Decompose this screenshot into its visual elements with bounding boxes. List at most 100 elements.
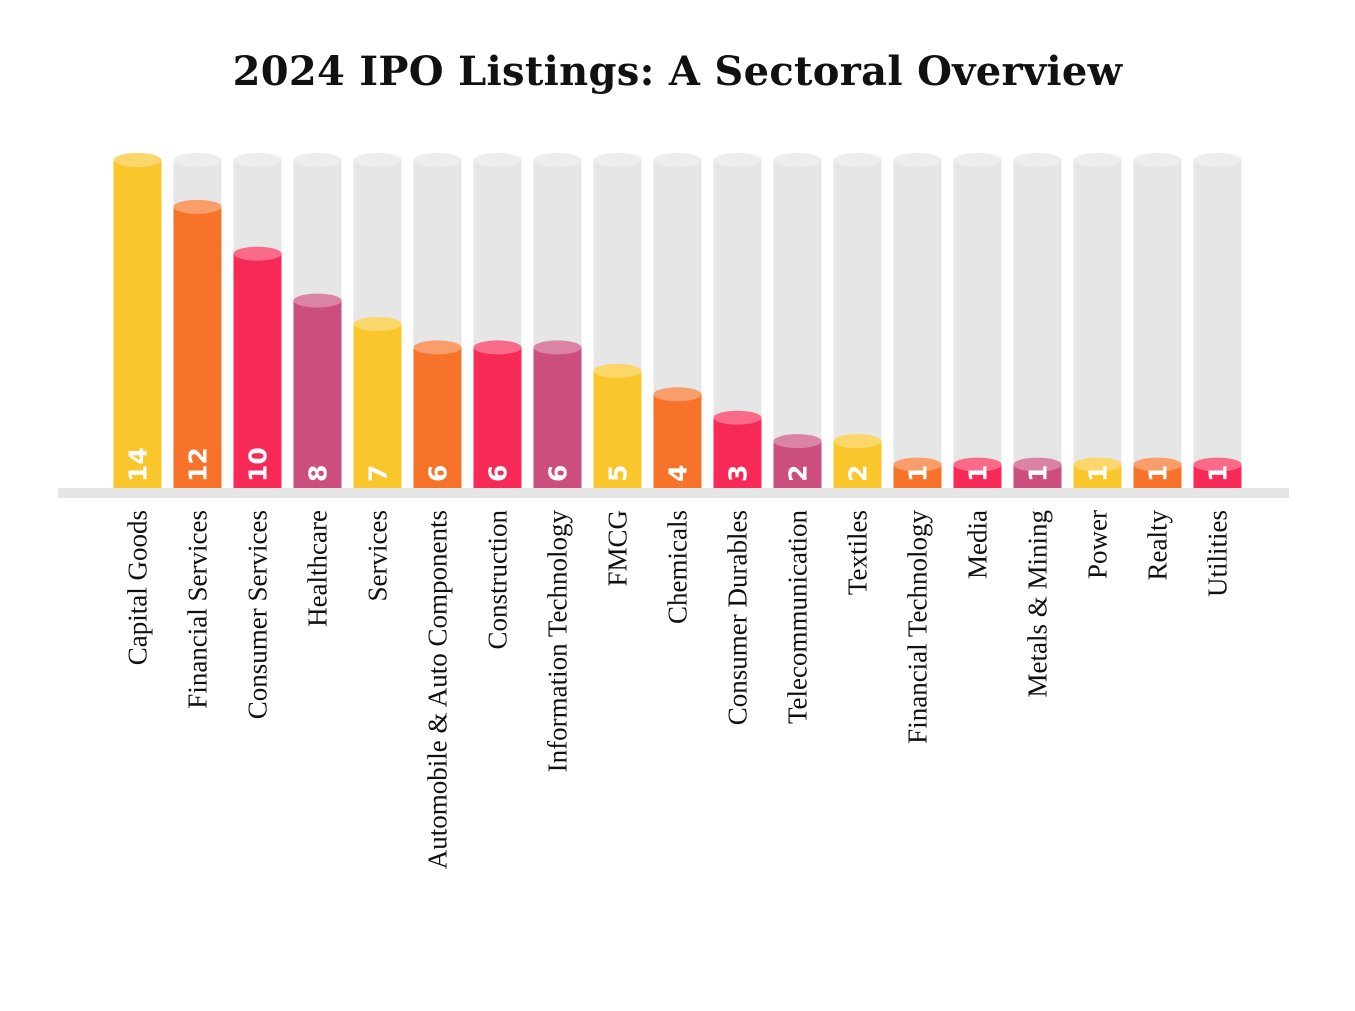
bar-track-cap [473,153,522,167]
bar-services [353,324,402,488]
bar-track [1133,160,1182,488]
bar-track [953,160,1002,488]
bar-cap [593,363,642,378]
bar-track-cap [893,153,942,167]
bar-value-label: 6 [424,465,453,482]
x-tick-label: Financial Technology [903,510,933,744]
x-tick-label: FMCG [603,510,633,587]
bar-value-label: 1 [964,465,993,482]
x-tick-label: Construction [483,510,513,650]
x-tick-label: Realty [1143,510,1173,581]
bar-track [1013,160,1062,488]
bar-track-cap [1013,153,1062,167]
bar-consumer-services [233,253,282,488]
bar-cap [353,317,402,331]
x-tick-label: Metals & Mining [1023,510,1053,698]
bar-track-cap [1193,153,1242,167]
x-tick-label: Consumer Durables [723,510,753,725]
bar-value-label: 7 [364,465,393,482]
bar-value-label: 2 [844,465,873,482]
bar-value-label: 5 [604,465,633,482]
x-tick-label: Information Technology [543,510,573,773]
bar-track-cap [653,153,702,167]
bar-textiles [833,441,882,488]
bar-track-cap [773,153,822,167]
bar-track-cap [593,153,642,167]
x-tick-label: Textiles [843,510,873,595]
bar-value-label: 10 [244,447,273,482]
bar-cap [833,434,882,449]
bar-cap [473,340,522,355]
bar-track-cap [533,153,582,167]
bar-cap [653,387,702,402]
bar-chemicals [653,394,702,488]
bar-information-technology [533,347,582,488]
bar-track [1193,160,1242,488]
bar-track-cap [233,153,282,167]
bar-cap [113,153,162,167]
x-tick-label: Financial Services [183,510,213,709]
x-tick-label: Power [1083,510,1113,579]
bar-value-label: 14 [124,447,153,482]
x-axis-baseline [58,488,1289,498]
bar-financial-services [173,206,222,488]
x-tick-label: Capital Goods [123,510,153,665]
bar-cap [413,340,462,355]
bar-construction [473,347,522,488]
bar-automobile-auto-components [413,347,462,488]
x-tick-label: Media [963,510,993,579]
bar-cap [173,199,222,214]
bar-track-cap [1133,153,1182,167]
bar-cap [893,457,942,472]
bar-cap [953,457,1002,472]
bar-value-label: 1 [1084,465,1113,482]
bar-capital-goods [113,160,162,488]
x-tick-label: Utilities [1203,510,1233,597]
bar-track-cap [1073,153,1122,167]
bar-track [893,160,942,488]
bar-value-label: 2 [784,465,813,482]
x-tick-label: Chemicals [663,510,693,624]
bar-value-label: 1 [1204,465,1233,482]
x-tick-label: Healthcare [303,510,333,627]
bar-value-label: 6 [544,465,573,482]
bar-track-cap [413,153,462,167]
bar-track [833,160,882,488]
chart-title: 2024 IPO Listings: A Sectoral Overview [232,48,1123,95]
bar-value-label: 4 [664,465,693,482]
bar-telecommunication [773,441,822,488]
bar-track [1073,160,1122,488]
bar-track-cap [353,153,402,167]
bar-track-cap [833,153,882,167]
x-tick-label: Automobile & Auto Components [423,510,453,869]
bar-cap [533,340,582,355]
bar-cap [233,246,282,261]
x-tick-label: Consumer Services [243,510,273,719]
bar-cap [1013,457,1062,472]
bar-consumer-durables [713,417,762,488]
bar-track-cap [293,153,342,167]
bar-value-label: 1 [904,465,933,482]
bar-healthcare [293,300,342,488]
bar-fmcg [593,370,642,488]
bar-cap [1193,457,1242,472]
bar-cap [1073,457,1122,472]
bar-value-label: 6 [484,465,513,482]
bar-cap [773,434,822,449]
bar-cap [293,293,342,308]
bar-track-cap [173,153,222,167]
bar-cap [713,410,762,425]
bar-value-label: 1 [1144,465,1173,482]
bar-value-label: 3 [724,465,753,482]
bar-value-label: 12 [184,447,213,482]
bar-value-label: 8 [304,465,333,482]
x-tick-label: Telecommunication [783,510,813,725]
bar-track [773,160,822,488]
x-tick-label: Services [363,510,393,601]
bar-value-label: 1 [1024,465,1053,482]
bar-track-cap [953,153,1002,167]
bar-track-cap [713,153,762,167]
bar-cap [1133,457,1182,472]
